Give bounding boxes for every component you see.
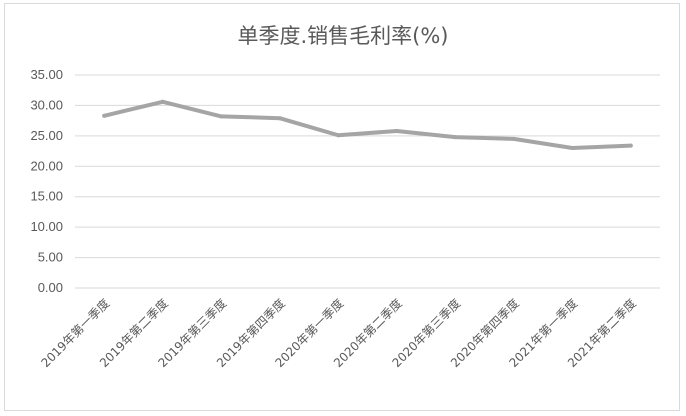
y-tick-label: 35.00 xyxy=(30,67,63,82)
x-axis-ticks: 2019年第一季度2019年第二季度2019年第三季度2019年第四季度2020… xyxy=(38,296,639,371)
chart-frame xyxy=(4,3,680,411)
series xyxy=(102,99,633,151)
y-tick-label: 30.00 xyxy=(30,97,63,112)
y-tick-label: 15.00 xyxy=(30,189,63,204)
data-point xyxy=(511,136,516,141)
data-point xyxy=(219,114,224,119)
data-point xyxy=(453,135,458,140)
y-tick-label: 20.00 xyxy=(30,158,63,173)
y-tick-label: 0.00 xyxy=(38,280,63,295)
data-point xyxy=(394,128,399,133)
data-point xyxy=(336,133,341,138)
data-point xyxy=(277,116,282,121)
data-point xyxy=(102,113,107,118)
data-point xyxy=(160,99,165,104)
data-point xyxy=(570,146,575,151)
chart-title: 单季度.销售毛利率(%) xyxy=(237,24,449,48)
y-tick-label: 25.00 xyxy=(30,128,63,143)
data-point xyxy=(628,143,633,148)
series-line xyxy=(102,99,633,151)
y-axis-ticks: 0.00 5.00 10.00 15.00 20.00 25.00 30.00 35.00 xyxy=(30,67,63,295)
y-tick-label: 10.00 xyxy=(30,219,63,234)
y-tick-label: 5.00 xyxy=(38,250,63,265)
gridlines xyxy=(75,74,660,289)
